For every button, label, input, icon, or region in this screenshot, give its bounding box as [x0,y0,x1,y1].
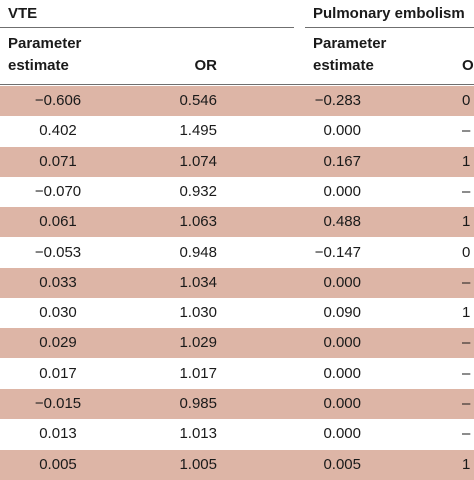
cell-vte-or: 0.948 [179,243,217,261]
table-row: −0.606 0.546 −0.283 0 [0,86,474,116]
cell-pe-parameter-estimate: −0.147 [314,243,361,261]
table-row: −0.070 0.932 0.000 – [0,177,474,207]
cell-vte-or: 0.546 [179,92,217,109]
cell-pe-parameter-estimate: 0.000 [323,182,361,200]
cell-vte-parameter-estimate: 0.013 [39,425,77,443]
cell-vte-or: 1.029 [179,334,217,352]
cell-pe-or: – [462,395,471,412]
cell-pe-parameter-estimate: 0.000 [323,395,361,412]
cell-vte-or: 1.034 [179,273,217,291]
cell-vte-or: 1.013 [179,425,217,443]
cell-vte-or: 1.495 [179,122,217,140]
table-row: 0.071 1.074 0.167 1 [0,146,474,177]
group-rule-vte [0,27,294,28]
table-row: 0.029 1.029 0.000 – [0,328,474,359]
col-head-pe-or: OR [462,57,474,74]
col-head-line: estimate [313,57,374,74]
cell-vte-parameter-estimate: −0.053 [34,243,82,261]
col-head-vte-or: OR [194,57,218,74]
cell-pe-parameter-estimate: 0.000 [323,334,361,352]
cell-vte-or: 0.932 [179,182,217,200]
col-head-line: Parameter [313,35,387,52]
cell-vte-parameter-estimate: 0.005 [39,455,77,473]
table-row: 0.005 1.005 0.005 1 [0,449,474,480]
cell-pe-or: – [462,334,471,352]
cell-vte-or: 1.005 [179,455,217,473]
cell-vte-parameter-estimate: 0.033 [39,273,77,291]
cell-pe-parameter-estimate: 0.090 [323,304,361,322]
cell-pe-or: – [462,273,471,291]
cell-pe-parameter-estimate: 0.000 [323,425,361,443]
cell-pe-or: 1 [462,455,471,473]
cell-vte-parameter-estimate: 0.017 [39,364,77,382]
cell-pe-or: – [462,364,471,382]
group-rule-pulmonary-embolism [305,27,474,28]
cell-vte-parameter-estimate: −0.070 [34,182,82,200]
col-head-line: Parameter [8,35,82,52]
cell-vte-or: 1.017 [179,364,217,382]
cell-vte-parameter-estimate: 0.061 [39,213,77,231]
cell-pe-parameter-estimate: 0.000 [323,364,361,382]
table-row: −0.015 0.985 0.000 – [0,389,474,419]
col-head-vte-parameter-estimate: Parameter estimate [8,33,81,77]
col-head-pe-parameter-estimate: Parameter estimate [313,33,386,77]
table-row: 0.061 1.063 0.488 1 [0,207,474,238]
cell-pe-or: 1 [462,152,471,170]
cell-pe-parameter-estimate: 0.005 [323,455,361,473]
cell-pe-parameter-estimate: 0.000 [323,273,361,291]
table-row: 0.017 1.017 0.000 – [0,359,474,389]
cell-vte-or: 1.030 [179,304,217,322]
cell-pe-or: 1 [462,304,471,322]
cell-pe-or: 1 [462,213,471,231]
cell-pe-parameter-estimate: 0.167 [323,152,361,170]
cell-pe-parameter-estimate: −0.283 [314,92,361,109]
table-row: 0.033 1.034 0.000 – [0,267,474,298]
cell-pe-or: 0 [462,92,471,109]
header-rule [0,84,474,85]
cell-vte-parameter-estimate: −0.606 [34,92,82,109]
table-row: 0.402 1.495 0.000 – [0,116,474,146]
cell-pe-or: – [462,425,471,443]
cell-vte-parameter-estimate: −0.015 [34,395,82,412]
cell-vte-parameter-estimate: 0.402 [39,122,77,140]
cell-vte-or: 1.063 [179,213,217,231]
cell-pe-parameter-estimate: 0.488 [323,213,361,231]
cell-vte-or: 1.074 [179,152,217,170]
cell-pe-parameter-estimate: 0.000 [323,122,361,140]
cell-pe-or: – [462,122,471,140]
cell-vte-parameter-estimate: 0.029 [39,334,77,352]
table-row: 0.030 1.030 0.090 1 [0,298,474,328]
col-head-line: estimate [8,57,69,74]
group-title-pulmonary-embolism: Pulmonary embolism [313,5,465,22]
cell-vte-or: 0.985 [179,395,217,412]
table-row: −0.053 0.948 −0.147 0 [0,238,474,268]
group-title-vte: VTE [8,5,38,22]
cell-vte-parameter-estimate: 0.030 [39,304,77,322]
cell-pe-or: – [462,182,471,200]
table-row: 0.013 1.013 0.000 – [0,419,474,449]
cell-vte-parameter-estimate: 0.071 [39,152,77,170]
cell-pe-or: 0 [462,243,471,261]
